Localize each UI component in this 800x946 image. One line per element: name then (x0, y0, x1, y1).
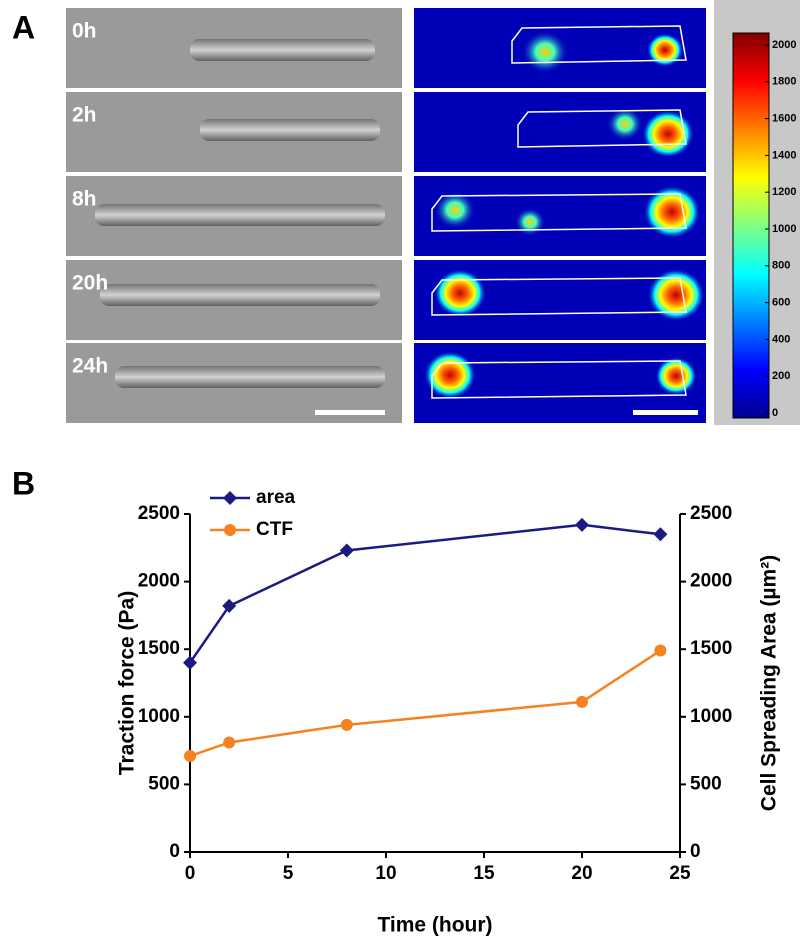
y-tick-label: 500 (148, 773, 180, 794)
x-tick-label: 0 (185, 863, 196, 884)
colorbar-tick-label: 0 (772, 407, 778, 419)
time-label: 24h (72, 355, 108, 378)
y2-tick-label: 500 (690, 773, 722, 794)
panel-label: B (12, 465, 35, 501)
data-point (183, 655, 197, 670)
colorbar-tick-label: 1400 (772, 149, 796, 161)
time-label: 2h (72, 104, 97, 127)
cell (115, 366, 385, 388)
cell-outline (431, 277, 687, 316)
heat-blob (521, 30, 569, 74)
x-tick-label: 10 (375, 863, 396, 884)
colorbar-tick-label: 600 (772, 297, 790, 309)
heat-blob (655, 356, 697, 396)
legend-label: area (256, 487, 296, 508)
x-tick-label: 25 (669, 863, 691, 884)
data-point (653, 527, 668, 542)
heat-blob (646, 33, 684, 67)
data-point (654, 644, 667, 657)
scale-bar (633, 410, 698, 415)
colorbar-tick-label: 400 (772, 333, 790, 345)
data-point (224, 524, 236, 536)
legend-label: CTF (256, 519, 293, 540)
time-label: 20h (72, 272, 108, 295)
colorbar-tick-label: 200 (772, 370, 790, 382)
cell (190, 39, 375, 61)
x-tick-label: 15 (473, 863, 495, 884)
y-tick-label: 2000 (138, 571, 180, 592)
x-tick-label: 5 (283, 863, 294, 884)
colorbar-tick-label: 1200 (772, 186, 796, 198)
x-axis-label: Time (hour) (377, 914, 492, 937)
cell (95, 204, 385, 226)
data-point (184, 750, 196, 763)
y2-tick-label: 0 (690, 841, 701, 862)
heat-blob (434, 190, 476, 230)
y2-axis-label: Cell Spreading Area (µm²) (758, 555, 781, 811)
x-tick-label: 20 (571, 863, 592, 884)
cell-outline (431, 360, 687, 399)
y2-tick-label: 1000 (690, 706, 732, 727)
data-point (223, 491, 237, 505)
scale-bar (315, 410, 385, 415)
heat-blob (434, 269, 486, 317)
y-tick-label: 2500 (138, 503, 180, 524)
series-line (188, 523, 661, 664)
y2-tick-label: 2500 (690, 503, 732, 524)
cell-outline (431, 193, 687, 232)
y2-tick-label: 1500 (690, 638, 732, 659)
time-label: 8h (72, 188, 97, 211)
cell-outline (511, 25, 687, 64)
colorbar (732, 32, 770, 419)
panel-label: A (12, 9, 35, 45)
cell (200, 119, 380, 141)
colorbar-tick-label: 1600 (772, 113, 796, 125)
data-point (576, 695, 588, 708)
data-point (222, 598, 237, 613)
time-label: 0h (72, 20, 97, 43)
heat-blob (643, 185, 701, 239)
y-axis-label: Traction force (Pa) (116, 591, 139, 775)
data-point (575, 517, 589, 532)
data-point (340, 718, 353, 731)
y-tick-label: 1000 (138, 706, 180, 727)
cell (100, 284, 380, 306)
y-tick-label: 1500 (138, 638, 180, 659)
colorbar-tick-label: 2000 (772, 39, 796, 51)
heat-blob (647, 268, 705, 322)
colorbar-tick-label: 1800 (772, 76, 796, 88)
heat-blob (514, 207, 546, 237)
y-tick-label: 0 (169, 841, 180, 862)
y2-tick-label: 2000 (690, 571, 732, 592)
heat-blob (606, 107, 644, 141)
colorbar-tick-label: 1000 (772, 223, 796, 235)
series-line (189, 649, 662, 758)
data-point (223, 736, 236, 749)
cell-outline (517, 109, 687, 148)
heat-blob (642, 110, 694, 158)
colorbar-tick-label: 800 (772, 260, 790, 272)
data-point (339, 543, 354, 558)
